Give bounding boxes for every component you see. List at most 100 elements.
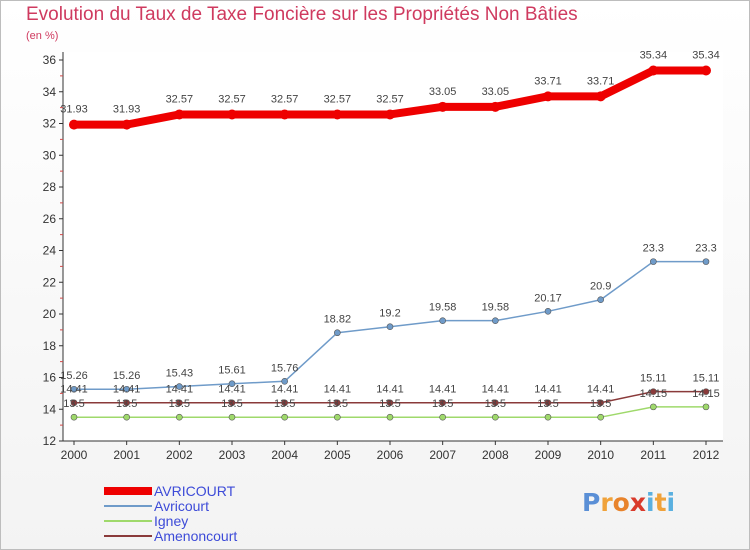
data-point: [439, 399, 446, 407]
data-point: [123, 399, 130, 407]
data-label: 32.57: [376, 93, 404, 105]
data-label: 15.26: [113, 370, 141, 382]
data-label: 32.57: [271, 93, 299, 105]
data-label: 23.3: [643, 243, 664, 255]
data-point: [595, 91, 606, 102]
data-label: 15.11: [640, 373, 667, 385]
data-label: 13.5: [590, 398, 611, 410]
data-label: 14.41: [324, 384, 352, 396]
data-point: [702, 258, 710, 265]
y-tick-label: 24: [43, 244, 57, 258]
y-tick-label: 32: [43, 117, 57, 131]
data-point: [544, 413, 552, 421]
data-label: 14.15: [640, 388, 668, 400]
data-label: 33.05: [482, 86, 510, 98]
y-tick-label: 18: [43, 339, 57, 353]
data-label: 15.11: [693, 373, 720, 385]
data-point: [650, 258, 657, 265]
data-label: 35.34: [640, 49, 668, 61]
data-point: [228, 380, 236, 387]
data-point: [174, 109, 185, 120]
data-label: 13.5: [432, 398, 453, 410]
x-tick-label: 2010: [587, 448, 614, 462]
data-point: [69, 119, 79, 130]
data-label: 15.26: [60, 370, 88, 382]
data-point: [648, 65, 659, 76]
logo-letter: o: [612, 488, 630, 517]
data-label: 14.15: [692, 388, 720, 400]
data-point: [176, 383, 183, 390]
data-label: 13.5: [169, 398, 190, 410]
x-tick-label: 2006: [377, 448, 404, 462]
data-point: [281, 378, 288, 385]
data-point: [385, 109, 395, 120]
data-point: [121, 119, 132, 130]
y-tick-label: 16: [43, 371, 57, 385]
data-label: 19.58: [482, 302, 510, 314]
data-label: 20.9: [590, 281, 611, 293]
data-point: [597, 413, 604, 421]
x-tick-label: 2009: [535, 448, 562, 462]
data-point: [543, 91, 553, 102]
data-label: 14.41: [534, 384, 562, 396]
x-tick-label: 2007: [429, 448, 456, 462]
y-tick-label: 28: [43, 180, 57, 194]
data-point: [597, 296, 604, 304]
data-label: 23.3: [695, 243, 716, 255]
data-point: [334, 329, 341, 337]
data-point: [701, 65, 711, 76]
logo-letter: x: [629, 488, 646, 517]
data-point: [650, 403, 657, 411]
x-tick-label: 2005: [324, 448, 351, 462]
y-tick-label: 34: [43, 85, 57, 99]
data-point: [70, 413, 78, 421]
data-point: [281, 413, 288, 421]
data-point: [123, 385, 130, 393]
data-point: [228, 413, 236, 421]
data-point: [228, 399, 236, 407]
x-tick-label: 2011: [640, 448, 666, 462]
legend-label: Igney: [154, 513, 189, 529]
data-label: 13.5: [116, 398, 137, 410]
y-tick-label: 22: [43, 275, 57, 289]
chart-title: Evolution du Taux de Taxe Foncière sur l…: [26, 4, 578, 25]
data-point: [176, 399, 183, 407]
data-label: 33.71: [587, 75, 615, 87]
data-point: [70, 385, 78, 393]
data-label: 13.5: [63, 398, 84, 410]
y-tick-label: 30: [43, 148, 57, 162]
data-label: 15.43: [166, 368, 194, 380]
data-label: 13.5: [327, 398, 348, 410]
unit-label: (en %): [26, 30, 59, 42]
data-point: [492, 413, 499, 421]
data-label: 14.41: [429, 384, 457, 396]
data-point: [597, 399, 604, 407]
data-label: 14.41: [271, 384, 299, 396]
legend-label: Amenoncourt: [154, 528, 238, 544]
data-point: [227, 109, 237, 120]
data-point: [492, 317, 499, 324]
data-point: [439, 317, 446, 324]
x-tick-label: 2008: [482, 448, 509, 462]
data-point: [650, 388, 657, 395]
x-tick-label: 2012: [693, 448, 720, 462]
data-label: 19.2: [379, 308, 400, 320]
data-label: 14.41: [376, 384, 404, 396]
data-point: [123, 413, 130, 421]
y-tick-label: 14: [43, 402, 57, 416]
data-point: [279, 109, 290, 120]
data-label: 33.71: [534, 75, 562, 87]
legend-swatch: [104, 487, 152, 495]
logo-letter: r: [600, 488, 613, 517]
data-label: 14.41: [166, 384, 194, 396]
data-point: [334, 399, 341, 407]
data-label: 13.5: [379, 398, 400, 410]
data-label: 33.05: [429, 86, 457, 98]
y-tick-label: 12: [43, 434, 57, 448]
logo-letter: i: [646, 488, 655, 517]
data-point: [386, 323, 394, 331]
data-label: 31.93: [60, 104, 88, 116]
legend-swatch: [104, 520, 152, 522]
data-label: 13.5: [537, 398, 558, 410]
x-tick-label: 2003: [219, 448, 246, 462]
